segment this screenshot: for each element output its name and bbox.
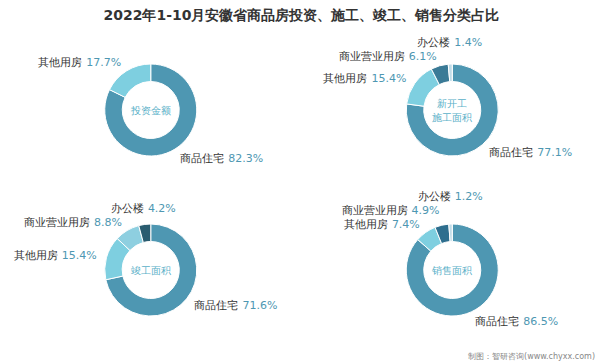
- label-value: 15.4%: [371, 71, 406, 84]
- label-name: 其他用房: [14, 249, 58, 262]
- data-label: 办公楼 1.2%: [418, 190, 483, 203]
- label-value: 77.1%: [537, 146, 572, 159]
- label-value: 71.6%: [242, 299, 277, 312]
- data-label: 商业营业用房 6.1%: [339, 50, 437, 63]
- label-value: 7.4%: [392, 218, 420, 231]
- donut-wedge: [435, 224, 450, 243]
- donut-wedge: [406, 64, 498, 156]
- center-label-line: 施工面积: [432, 112, 472, 123]
- label-name: 商品住宅: [489, 146, 533, 159]
- data-label: 商品住宅 77.1%: [489, 146, 572, 159]
- center-label: 竣工面积: [131, 265, 171, 276]
- donut-chart: 商品住宅 77.1% 其他用房 15.4% 商业营业用房 6.1%办公楼 1.4% 新开工施工…: [323, 36, 572, 159]
- donut-wedges: [105, 224, 197, 316]
- data-label: 商业营业用房 4.9%: [342, 204, 440, 217]
- data-label: 商品住宅 82.3%: [180, 151, 263, 164]
- donut-chart: 商品住宅 71.6% 其他用房 15.4% 商业营业用房 8.8%办公楼 4.2% 竣工面积: [14, 201, 278, 316]
- center-label-line: 竣工面积: [131, 265, 171, 276]
- donut-wedge: [448, 64, 452, 82]
- label-value: 1.2%: [455, 190, 483, 203]
- label-name: 商品住宅: [194, 299, 238, 312]
- figure-title: 2022年1-10月安徽省商品房投资、施工、竣工、销售分类占比: [104, 7, 500, 23]
- label-name: 商业营业用房: [24, 215, 90, 228]
- label-name: 办公楼: [418, 190, 451, 203]
- label-value: 6.1%: [409, 50, 437, 63]
- footer-note: 制图：智研咨询(www.chyxx.com): [468, 352, 595, 361]
- donut-wedges: [105, 64, 197, 156]
- data-label: 商品住宅 86.5%: [475, 315, 558, 328]
- center-label: 新开工施工面积: [432, 98, 472, 123]
- label-name: 办公楼: [417, 36, 450, 49]
- label-name: 商业营业用房: [342, 204, 408, 217]
- data-label: 其他用房 15.4%: [323, 71, 406, 84]
- center-label-line: 销售面积: [431, 265, 472, 276]
- label-name: 商业营业用房: [339, 50, 405, 63]
- center-label: 投资金额: [130, 105, 171, 116]
- label-value: 86.5%: [523, 315, 558, 328]
- donut-chart: 商品住宅 86.5% 其他用房 7.4%商业营业用房 4.9%办公楼 1.2% 销售面积: [342, 190, 559, 328]
- label-name: 商品住宅: [475, 315, 519, 328]
- data-label: 商业营业用房 8.8%: [24, 215, 122, 228]
- label-value: 15.4%: [62, 249, 97, 262]
- donut-wedge: [105, 64, 197, 156]
- data-label: 其他用房 7.4%: [344, 218, 420, 231]
- donut-labels: 商品住宅 77.1% 其他用房 15.4% 商业营业用房 6.1%办公楼 1.4%: [323, 36, 572, 159]
- label-name: 商品住宅: [180, 151, 224, 164]
- label-value: 4.2%: [148, 201, 176, 214]
- donut-wedge: [110, 64, 151, 97]
- chart-canvas: 2022年1-10月安徽省商品房投资、施工、竣工、销售分类占比制图：智研咨询(w…: [0, 0, 603, 364]
- data-label: 办公楼 4.2%: [111, 201, 176, 214]
- label-name: 其他用房: [38, 56, 82, 69]
- donut-wedge: [431, 64, 449, 84]
- donut-chart: 商品住宅 82.3% 其他用房 17.7% 投资金额: [38, 56, 263, 164]
- donut-wedge: [139, 224, 151, 242]
- data-label: 办公楼 1.4%: [417, 36, 482, 49]
- center-label-line: 投资金额: [130, 105, 171, 116]
- donut-labels: 商品住宅 71.6% 其他用房 15.4% 商业营业用房 8.8%办公楼 4.2%: [14, 201, 278, 311]
- donut-labels: 商品住宅 86.5% 其他用房 7.4%商业营业用房 4.9%办公楼 1.2%: [342, 190, 559, 328]
- data-label: 其他用房 15.4%: [14, 249, 97, 262]
- label-value: 82.3%: [228, 151, 263, 164]
- label-name: 其他用房: [323, 71, 367, 84]
- label-name: 其他用房: [344, 218, 388, 231]
- label-value: 8.8%: [94, 215, 122, 228]
- donut-wedge: [449, 224, 452, 242]
- label-value: 1.4%: [454, 36, 482, 49]
- label-name: 办公楼: [111, 201, 144, 214]
- donut-wedges: [406, 224, 498, 316]
- donut-labels: 商品住宅 82.3% 其他用房 17.7%: [38, 56, 263, 164]
- data-label: 其他用房 17.7%: [38, 56, 121, 69]
- center-label: 销售面积: [431, 265, 472, 276]
- donut-wedges: [406, 64, 498, 156]
- center-label-line: 新开工: [437, 98, 467, 109]
- donut-wedge: [406, 224, 498, 316]
- label-value: 4.9%: [412, 204, 440, 217]
- data-label: 商品住宅 71.6%: [194, 299, 277, 312]
- label-value: 17.7%: [86, 56, 121, 69]
